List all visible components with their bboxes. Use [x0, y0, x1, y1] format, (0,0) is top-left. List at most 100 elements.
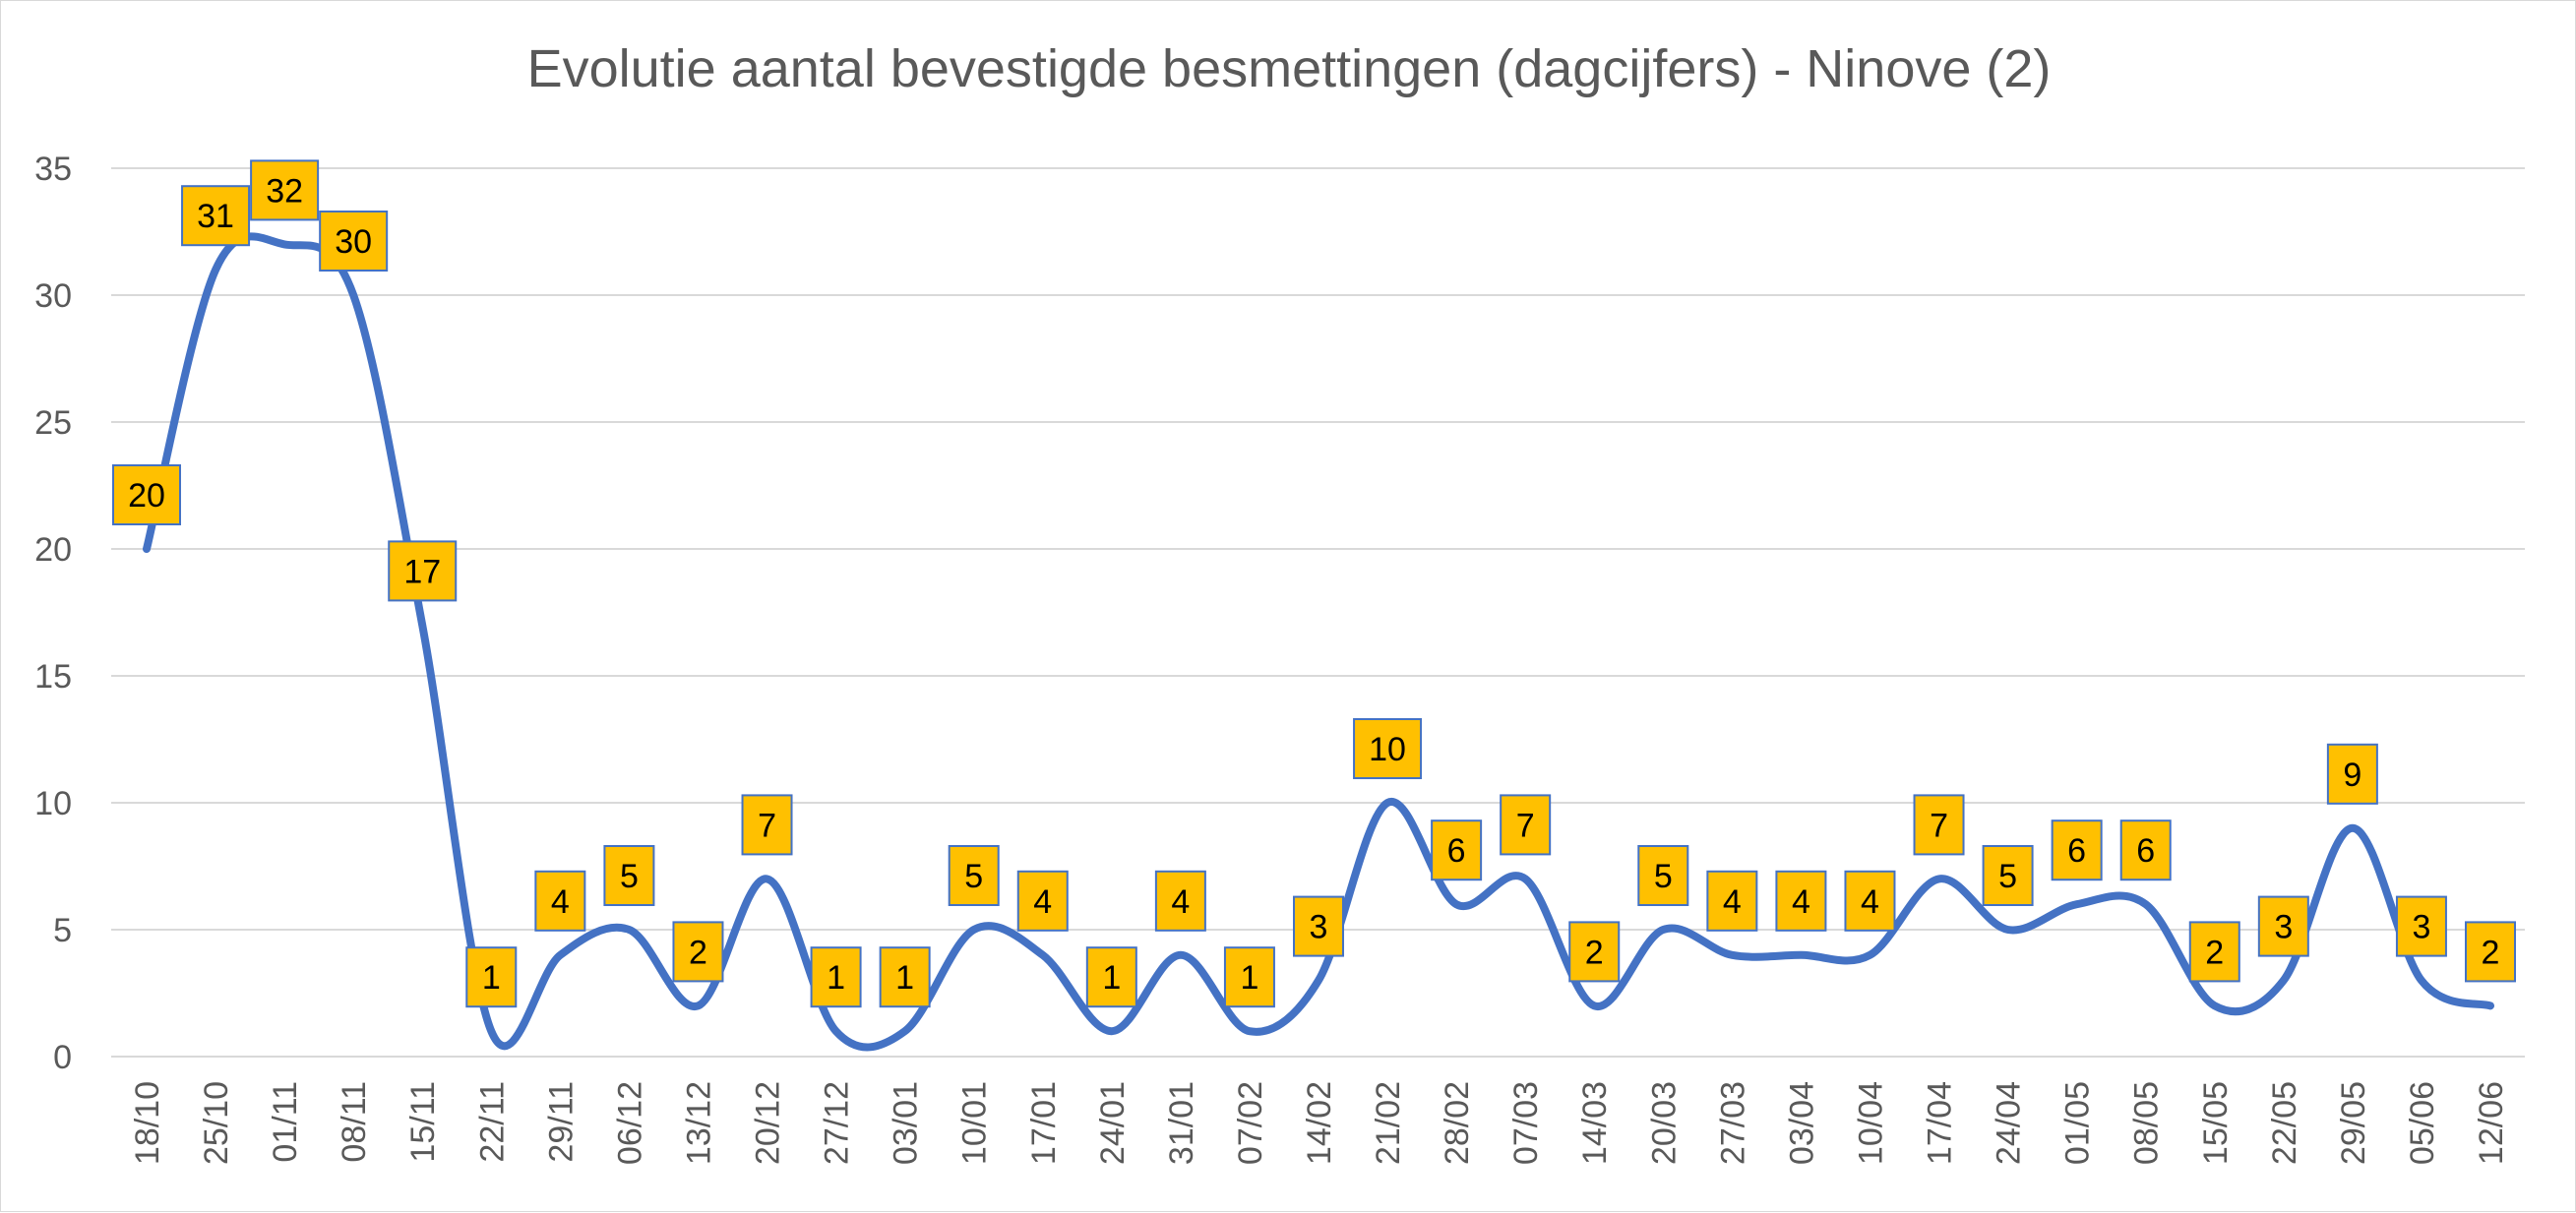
data-label-value: 4	[1033, 883, 1052, 921]
data-label: 1	[879, 946, 931, 1008]
data-label-value: 5	[1998, 858, 2017, 895]
data-label-value: 4	[551, 883, 570, 921]
data-label: 5	[948, 845, 1000, 906]
data-label: 5	[1982, 845, 2034, 906]
x-tick-label: 27/03	[1714, 1081, 1751, 1165]
data-label: 6	[2119, 819, 2172, 881]
data-label-value: 1	[895, 959, 914, 997]
data-label-box	[1844, 870, 1896, 932]
data-label-box	[1016, 870, 1069, 932]
data-label: 5	[603, 845, 655, 906]
x-tick-label: 29/05	[2335, 1081, 2372, 1165]
data-label: 1	[465, 946, 518, 1008]
y-tick-label: 35	[34, 151, 72, 188]
data-label-box	[112, 464, 181, 525]
data-label: 9	[2326, 743, 2378, 805]
data-label: 6	[2051, 819, 2103, 881]
y-tick-label: 10	[34, 785, 72, 822]
x-tick-label: 08/05	[2128, 1081, 2166, 1165]
x-tick-label: 07/03	[1507, 1081, 1545, 1165]
data-label-value: 1	[827, 959, 845, 997]
data-label-value: 17	[403, 553, 441, 590]
data-label-box	[2051, 819, 2103, 881]
x-tick-label: 20/12	[750, 1081, 787, 1165]
data-label-box	[1568, 921, 1621, 983]
chart-title: Evolutie aantal bevestigde besmettingen …	[526, 39, 2052, 98]
data-label-value: 4	[1792, 883, 1810, 921]
data-label-value: 7	[1516, 807, 1535, 844]
data-label-box	[388, 540, 458, 602]
data-label-box	[2395, 895, 2447, 957]
x-tick-label: 14/03	[1576, 1081, 1614, 1165]
data-label-box	[1500, 794, 1552, 856]
data-label-box	[741, 794, 793, 856]
data-label-value: 30	[335, 223, 372, 261]
x-tick-label: 05/06	[2404, 1081, 2441, 1165]
data-label-box	[810, 946, 862, 1008]
y-tick-label: 20	[34, 531, 72, 569]
data-label-box	[948, 845, 1000, 906]
data-label-box	[2188, 921, 2240, 983]
data-label: 7	[741, 794, 793, 856]
x-tick-label: 25/10	[198, 1081, 235, 1165]
data-label-value: 32	[266, 172, 303, 210]
data-label-box	[1913, 794, 1965, 856]
data-label-box	[672, 921, 724, 983]
data-label-box	[1775, 870, 1827, 932]
data-label: 20	[112, 464, 181, 525]
data-label-box	[1637, 845, 1689, 906]
x-tick-label: 18/10	[129, 1081, 166, 1165]
x-tick-label: 29/11	[542, 1081, 580, 1163]
series-line-group	[143, 232, 2494, 1052]
data-label: 4	[1154, 870, 1206, 932]
data-label: 4	[1844, 870, 1896, 932]
data-label: 4	[1016, 870, 1069, 932]
x-tick-label: 12/06	[2473, 1081, 2510, 1165]
x-tick-label: 22/05	[2266, 1081, 2303, 1165]
data-label: 1	[1085, 946, 1137, 1008]
data-label-box	[2465, 921, 2516, 983]
data-label-value: 2	[1585, 934, 1604, 971]
x-tick-label: 21/02	[1370, 1081, 1407, 1165]
data-label-value: 6	[1447, 832, 1466, 870]
data-label: 7	[1913, 794, 1965, 856]
data-label: 2	[672, 921, 724, 983]
x-tick-label: 15/05	[2197, 1081, 2235, 1165]
x-tick-label: 17/01	[1025, 1081, 1063, 1165]
data-label: 6	[1431, 819, 1483, 881]
data-label-box	[1293, 895, 1344, 957]
data-label-box	[250, 159, 320, 221]
data-label: 4	[1706, 870, 1758, 932]
data-label: 32	[250, 159, 320, 221]
data-label: 1	[1223, 946, 1275, 1008]
data-label: 5	[1637, 845, 1689, 906]
data-label-value: 3	[2412, 909, 2430, 946]
data-label: 1	[810, 946, 862, 1008]
x-tick-label: 03/01	[888, 1081, 925, 1165]
data-label-box	[2257, 895, 2309, 957]
x-tick-label: 07/02	[1232, 1081, 1269, 1165]
x-tick-label: 28/02	[1439, 1081, 1476, 1165]
data-label-value: 2	[2482, 934, 2500, 971]
x-axis-ticks: 18/10 25/10 01/11 08/11 15/11 22/11 29/11 06/12…	[129, 1081, 2510, 1165]
x-tick-label: 06/12	[611, 1081, 648, 1165]
y-tick-label: 25	[34, 404, 72, 442]
y-tick-label: 0	[53, 1039, 72, 1076]
data-label-box	[319, 211, 389, 272]
data-label-box	[2119, 819, 2172, 881]
data-label-box	[465, 946, 518, 1008]
data-label-box	[1353, 718, 1423, 779]
series-line	[143, 232, 2494, 1052]
data-label-value: 20	[128, 477, 165, 515]
data-label-value: 5	[620, 858, 639, 895]
data-label-value: 3	[2274, 909, 2293, 946]
data-label: 17	[388, 540, 458, 602]
x-tick-label: 13/12	[680, 1081, 717, 1165]
y-tick-label: 5	[53, 912, 72, 949]
data-label-value: 4	[1171, 883, 1190, 921]
data-label: 10	[1353, 718, 1423, 779]
x-tick-label: 10/01	[956, 1081, 994, 1165]
data-label-value: 6	[2136, 832, 2155, 870]
